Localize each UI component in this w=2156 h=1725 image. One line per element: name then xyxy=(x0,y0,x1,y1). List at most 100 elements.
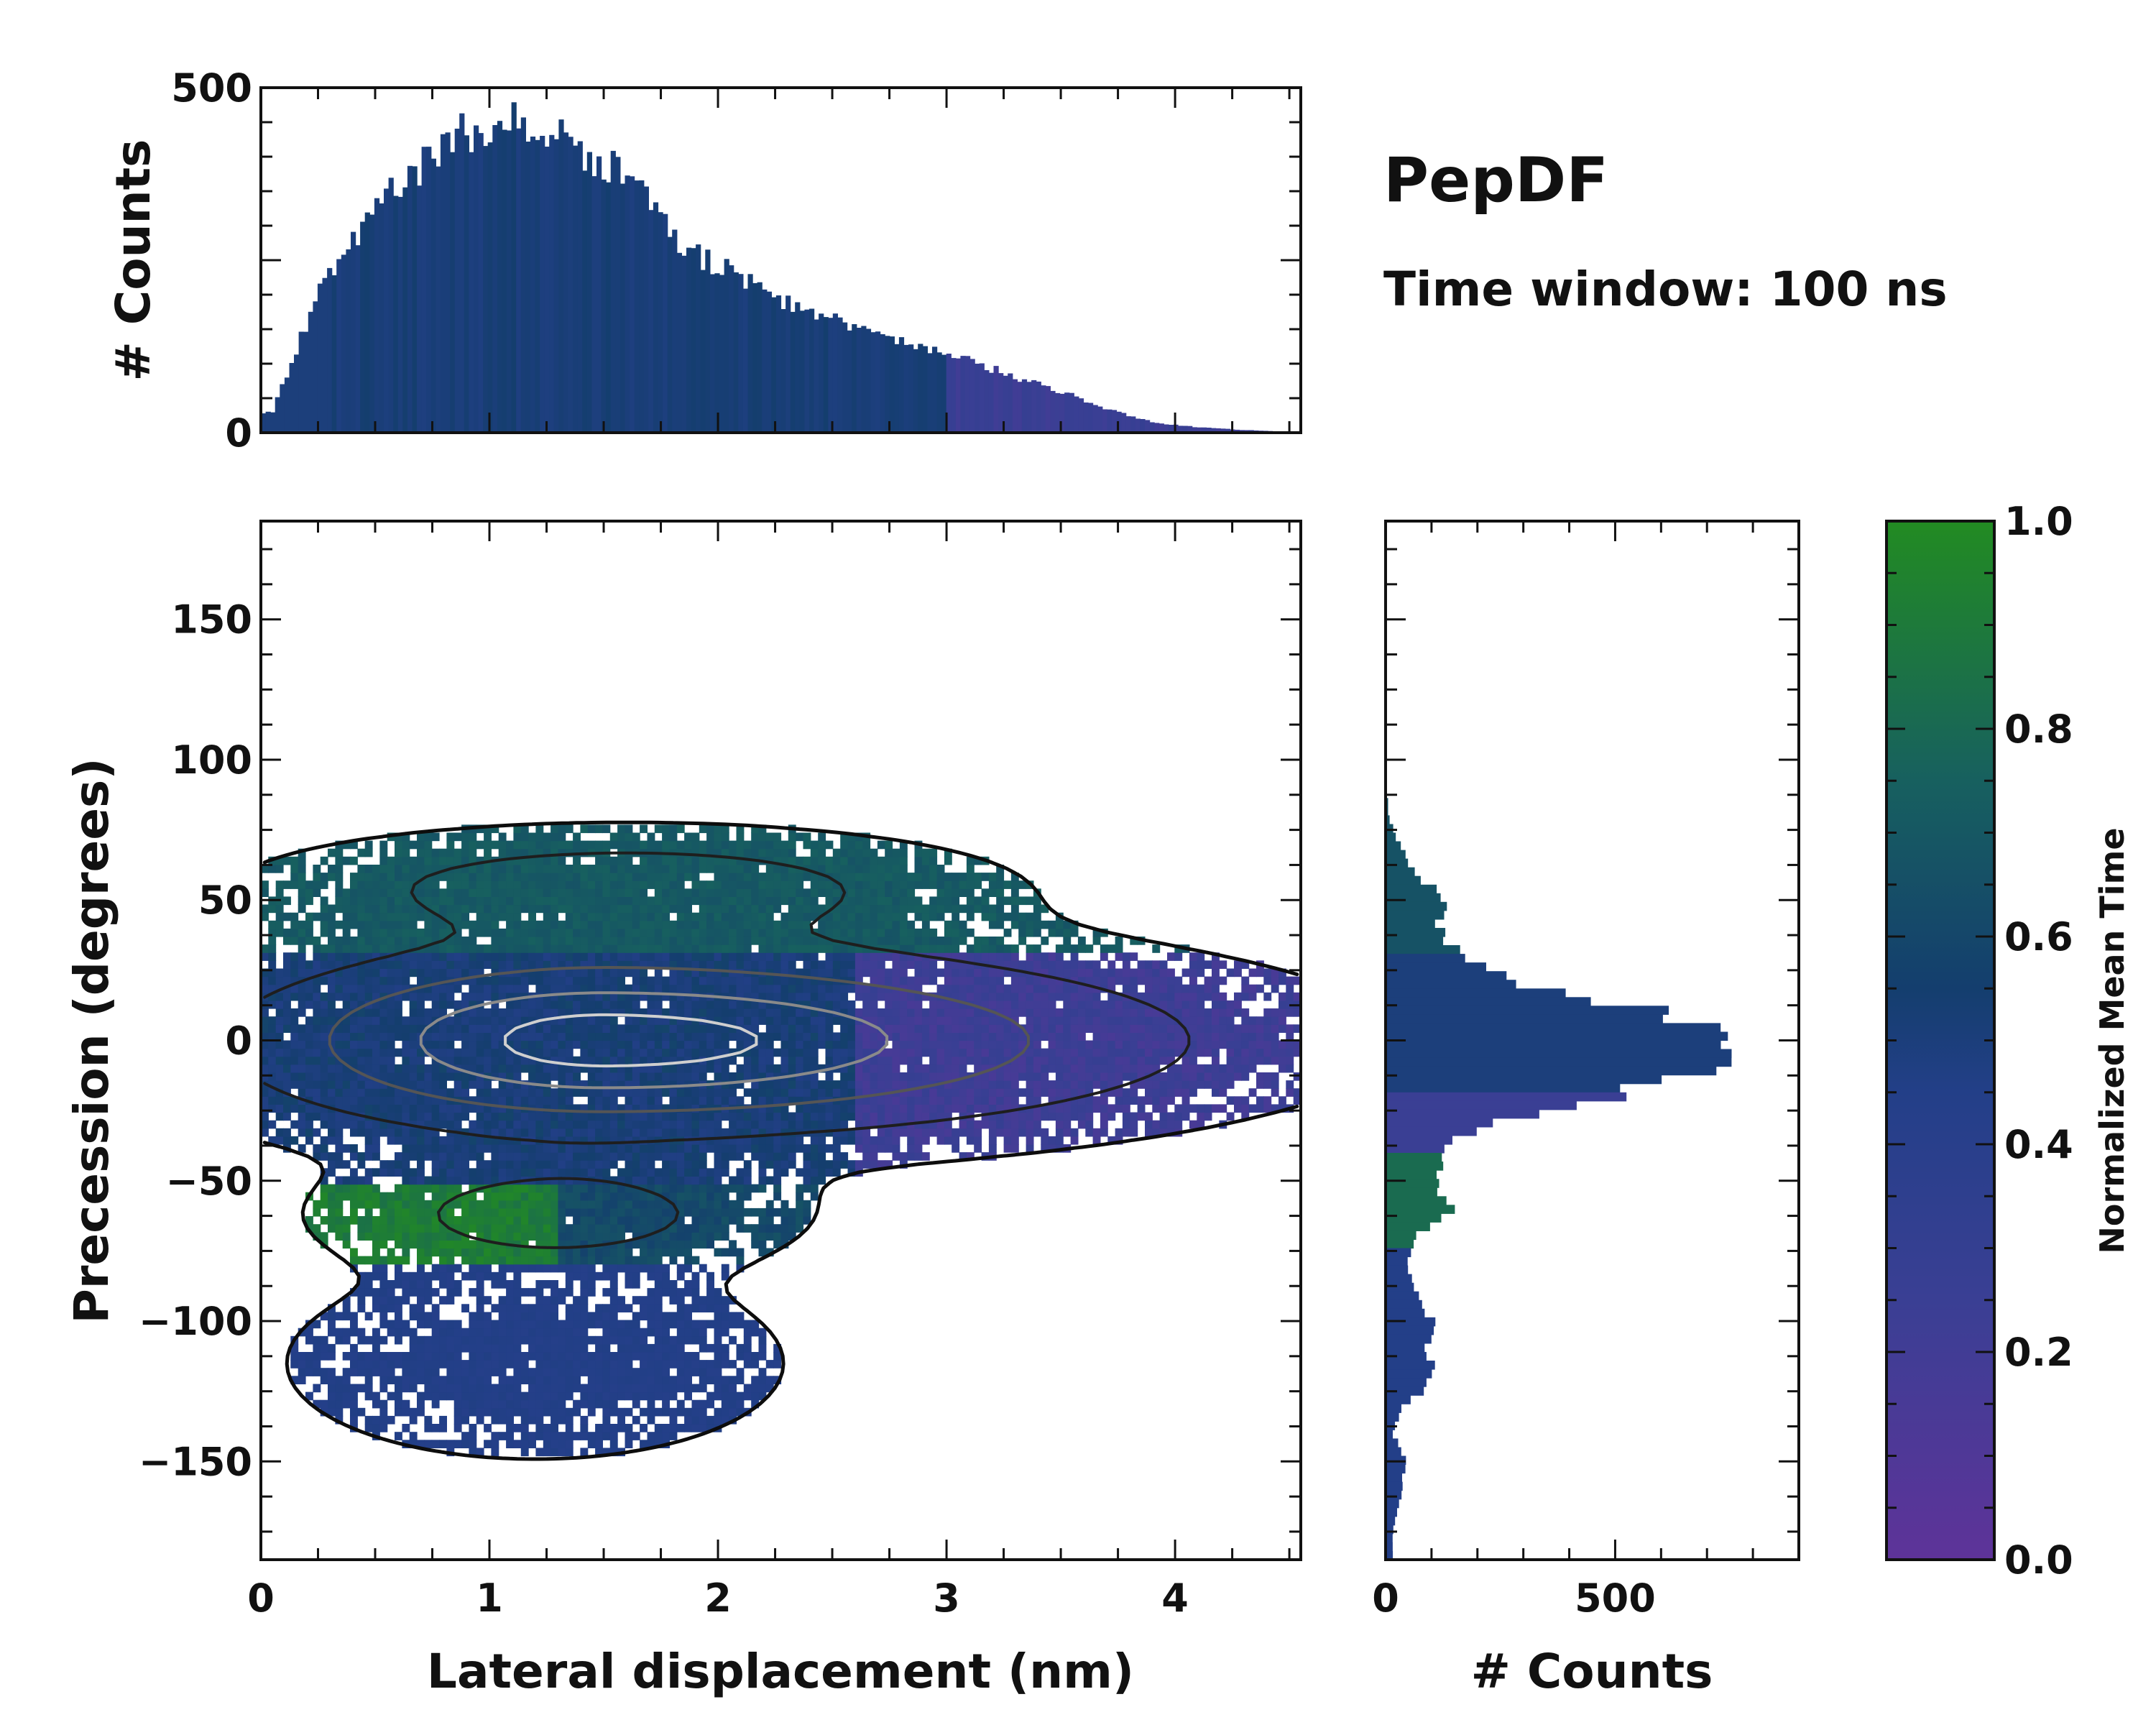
heatmap-cell xyxy=(803,1216,811,1225)
heatmap-cell xyxy=(565,1104,573,1113)
heatmap-cell xyxy=(751,960,760,969)
heatmap-cell xyxy=(877,1072,885,1081)
heatmap-cell xyxy=(988,1120,997,1129)
heatmap-cell xyxy=(357,968,366,978)
heatmap-cell xyxy=(1048,1096,1056,1105)
heatmap-cell xyxy=(617,1120,625,1129)
heatmap-cell xyxy=(565,1360,573,1368)
heatmap-cell xyxy=(729,1056,737,1065)
heatmap-cell xyxy=(520,1120,529,1129)
heatmap-cell xyxy=(1055,1008,1064,1017)
heatmap-cell xyxy=(417,1152,425,1161)
heatmap-cell xyxy=(595,1168,603,1177)
heatmap-cell xyxy=(417,1240,425,1249)
heatmap-cell xyxy=(1152,1048,1161,1057)
heatmap-cell xyxy=(691,1368,700,1376)
heatmap-cell xyxy=(543,1368,551,1376)
heatmap-cell xyxy=(743,992,752,1001)
heatmap-cell xyxy=(565,1368,573,1376)
heatmap-cell xyxy=(1077,1024,1086,1033)
heatmap-cell xyxy=(491,1088,499,1097)
heatmap-cell xyxy=(765,1096,774,1105)
heatmap-cell xyxy=(810,1056,819,1065)
heatmap-cell xyxy=(647,1048,655,1057)
heatmap-cell xyxy=(729,1088,737,1097)
heatmap-cell xyxy=(914,1128,923,1137)
heatmap-cell xyxy=(550,1328,558,1337)
heatmap-cell xyxy=(751,1360,760,1368)
heatmap-cell xyxy=(758,1160,767,1169)
heatmap-cell xyxy=(736,1407,745,1417)
heatmap-cell xyxy=(729,1176,737,1185)
heatmap-cell xyxy=(936,1048,945,1057)
heatmap-cell xyxy=(484,1192,492,1201)
heatmap-cell xyxy=(691,1335,700,1345)
heatmap-cell xyxy=(558,1256,566,1265)
heatmap-cell xyxy=(461,1112,469,1121)
heatmap-cell xyxy=(765,1144,774,1153)
heatmap-cell xyxy=(736,1008,745,1017)
heatmap-cell xyxy=(676,1360,685,1368)
heatmap-cell xyxy=(573,1352,581,1361)
heatmap-cell xyxy=(290,1056,299,1065)
heatmap-cell xyxy=(625,1120,633,1129)
heatmap-cell xyxy=(854,968,863,978)
heatmap-cell xyxy=(446,1152,455,1161)
heatmap-cell xyxy=(1286,1032,1294,1041)
heatmap-cell xyxy=(409,1024,418,1033)
heatmap-cell xyxy=(796,1168,804,1177)
heatmap-cell xyxy=(736,1200,745,1209)
heatmap-cell xyxy=(506,1280,514,1289)
heatmap-cell xyxy=(714,1192,722,1201)
heatmap-cell xyxy=(320,1335,328,1345)
heatmap-cell xyxy=(506,1048,514,1057)
heatmap-cell xyxy=(803,1072,811,1081)
heatmap-cell xyxy=(484,1136,492,1145)
heatmap-cell xyxy=(268,952,277,961)
heatmap-cell xyxy=(1092,1080,1101,1089)
heatmap-cell xyxy=(907,1008,916,1017)
heatmap-cell xyxy=(320,1192,328,1201)
heatmap-cell xyxy=(1100,1080,1108,1089)
heatmap-cell xyxy=(952,1048,960,1057)
heatmap-cell xyxy=(417,1248,425,1257)
heatmap-cell xyxy=(885,976,893,985)
heatmap-cell xyxy=(506,1312,514,1321)
heatmap-cell xyxy=(788,1208,796,1217)
heatmap-cell xyxy=(595,1048,603,1057)
heatmap-cell xyxy=(484,1407,492,1417)
heatmap-cell xyxy=(981,992,990,1001)
heatmap-cell xyxy=(565,1152,573,1161)
heatmap-cell xyxy=(342,1352,351,1361)
heatmap-cell xyxy=(558,1407,566,1417)
heatmap-cell xyxy=(395,1104,402,1113)
heatmap-cell xyxy=(765,1208,774,1217)
heatmap-cell xyxy=(513,1343,522,1353)
heatmap-cell xyxy=(921,1112,930,1121)
heatmap-cell xyxy=(469,1120,477,1129)
heatmap-cell xyxy=(268,1032,277,1041)
heatmap-cell xyxy=(520,1352,529,1361)
heatmap-cell xyxy=(602,1056,611,1065)
heatmap-cell xyxy=(506,1040,514,1049)
heatmap-cell xyxy=(543,1000,551,1009)
heatmap-cell xyxy=(840,1000,849,1009)
heatmap-cell xyxy=(676,1072,685,1081)
heatmap-cell xyxy=(892,952,900,961)
heatmap-cell xyxy=(936,1064,945,1073)
heatmap-cell xyxy=(543,1168,551,1177)
heatmap-cell xyxy=(640,1440,648,1448)
heatmap-cell xyxy=(765,1112,774,1121)
heatmap-cell xyxy=(721,1343,729,1353)
heatmap-cell xyxy=(520,952,529,961)
heatmap-cell xyxy=(268,1080,277,1089)
heatmap-cell xyxy=(417,1104,425,1113)
heatmap-cell xyxy=(439,1144,447,1153)
heatmap-cell xyxy=(714,1120,722,1129)
heatmap-cell xyxy=(580,1271,589,1281)
heatmap-cell xyxy=(313,1208,321,1217)
heatmap-cell xyxy=(305,1064,313,1073)
heatmap-cell xyxy=(632,1040,640,1049)
heatmap-cell xyxy=(892,1096,900,1105)
heatmap-cell xyxy=(921,1040,930,1049)
